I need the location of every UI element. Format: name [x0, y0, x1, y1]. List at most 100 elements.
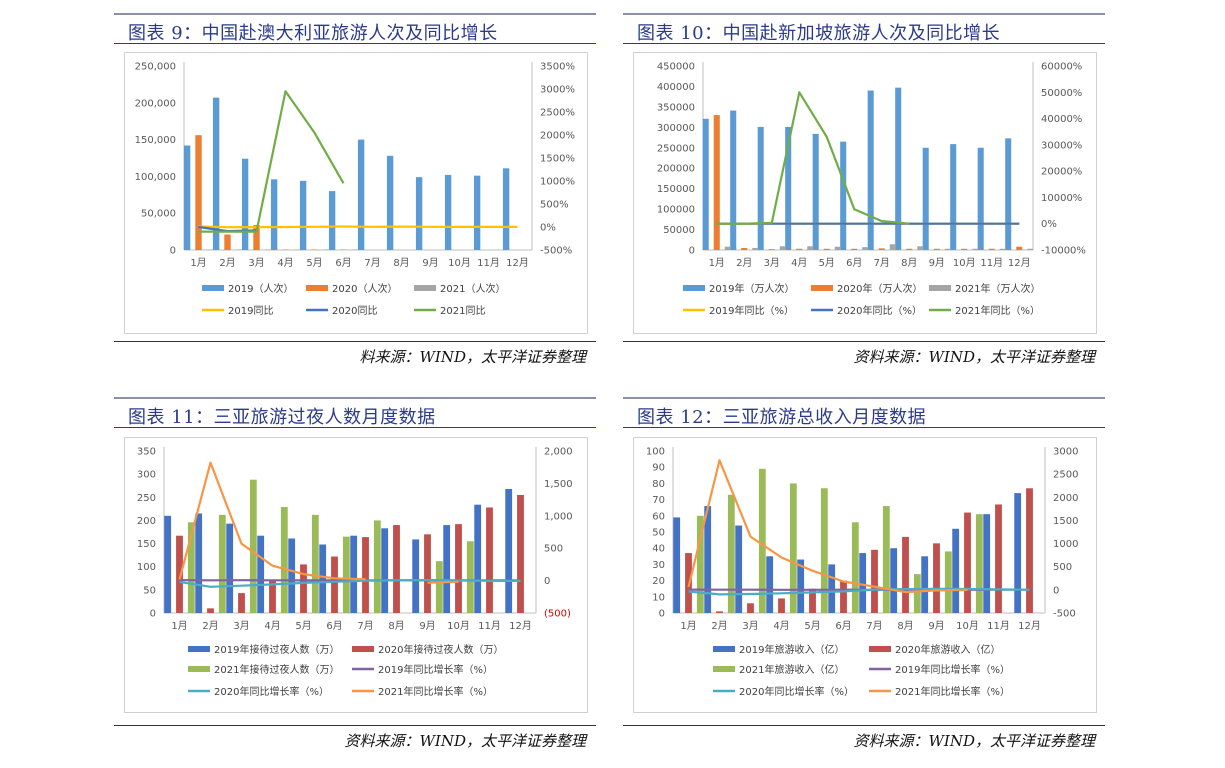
bar [882, 506, 890, 613]
bar [249, 479, 257, 613]
bar [235, 249, 243, 250]
title-rule [623, 427, 1105, 428]
bar [195, 513, 203, 613]
x-tick-label: 2月 [219, 257, 235, 269]
bar [455, 524, 462, 613]
series-line [688, 587, 1030, 596]
bar [224, 234, 231, 250]
legend-label: 2020（人次） [332, 282, 397, 295]
bar [859, 553, 867, 613]
legend-label: 2019年同比（%） [709, 304, 794, 317]
bar [977, 147, 984, 250]
legend-label: 2019（人次） [228, 282, 293, 295]
x-tick-label: 2月 [202, 620, 218, 632]
x-tick-label: 5月 [306, 257, 322, 269]
x-tick-label: 11月 [478, 620, 501, 632]
chart-svg: 0 50000 100000 150000 200000 250000 300000 3500… [633, 52, 1097, 334]
x-tick-label: 3月 [742, 620, 758, 632]
bar [797, 559, 805, 613]
x-tick-label: 6月 [835, 620, 851, 632]
bar [895, 87, 902, 250]
x-tick-label: 4月 [264, 620, 280, 632]
right-tick-label: 1,500 [544, 479, 573, 490]
left-tick-label: 350 [137, 447, 156, 458]
bar [322, 249, 330, 250]
bar [933, 248, 940, 250]
x-tick-label: 5月 [804, 620, 820, 632]
bar [342, 536, 350, 613]
x-tick-label: 8月 [388, 620, 404, 632]
bar [995, 504, 1002, 613]
x-tick-label: 3月 [764, 257, 780, 269]
bar [187, 522, 195, 613]
bar [944, 248, 951, 250]
bar [264, 249, 272, 250]
series-line [687, 459, 968, 594]
source-rule [114, 725, 596, 726]
bar [704, 506, 712, 613]
legend-label: 2021年同比增长率（%） [895, 685, 1010, 698]
bar [696, 515, 704, 613]
legend-label: 2019年接待过夜人数（万） [214, 643, 339, 656]
legend-swatch [929, 285, 951, 291]
bar [952, 528, 960, 613]
x-tick-label: 1月 [190, 257, 206, 269]
right-tick-label: 3000 [1053, 447, 1078, 458]
x-tick-label: 6月 [846, 257, 862, 269]
bar [1016, 246, 1023, 250]
bar [238, 593, 245, 613]
right-tick-label: 2000% [540, 131, 575, 142]
x-tick-label: 8月 [393, 257, 409, 269]
bar [922, 147, 929, 250]
legend-label: 2020年旅游收入（亿） [895, 643, 1000, 656]
bar [867, 90, 874, 251]
x-tick-label: 10月 [956, 620, 979, 632]
left-tick-label: 300 [137, 470, 156, 481]
bar [351, 249, 359, 250]
x-tick-label: 12月 [506, 257, 529, 269]
bar [823, 248, 830, 250]
bar [517, 494, 524, 613]
title-rule [114, 427, 596, 428]
series-line [198, 225, 518, 229]
bar [164, 515, 172, 613]
left-tick-label: 70 [652, 495, 665, 506]
right-tick-label: 2500 [1053, 470, 1078, 481]
legend-label: 2021年（万人次） [955, 282, 1040, 295]
bar [473, 175, 481, 250]
x-tick-label: 12月 [1008, 257, 1031, 269]
bar [950, 144, 957, 250]
chart-frame [633, 52, 1097, 334]
bar [921, 556, 929, 613]
bar [702, 118, 709, 250]
bar [834, 246, 841, 250]
legend-swatch [414, 285, 436, 291]
right-tick-label: 20000% [1041, 167, 1082, 178]
bar [381, 528, 389, 613]
bar [889, 244, 896, 250]
left-tick-label: 250000 [657, 143, 695, 154]
x-tick-label: 5月 [819, 257, 835, 269]
legend-swatch [683, 285, 705, 291]
bar [486, 507, 493, 613]
left-tick-label: 250 [137, 493, 156, 504]
bar [415, 177, 423, 250]
right-tick-label: 30000% [1041, 140, 1082, 151]
right-tick-label: 1,000 [544, 511, 573, 522]
panel-top-rule [114, 13, 596, 15]
right-tick-label: 40000% [1041, 114, 1082, 125]
bar [393, 525, 400, 613]
x-tick-label: 1月 [680, 620, 696, 632]
right-tick-label: 0% [1041, 219, 1057, 230]
legend-label: 2019年旅游收入（亿） [739, 643, 844, 656]
right-tick-label: 0 [544, 576, 550, 587]
right-tick-label: 1500% [540, 154, 575, 165]
bar [183, 145, 191, 250]
bar [1027, 248, 1034, 250]
x-tick-label: 8月 [901, 257, 917, 269]
left-tick-label: 0 [150, 609, 156, 620]
source-note: 资料来源：WIND，太平洋证券整理 [853, 348, 1096, 366]
left-tick-label: 200 [137, 516, 156, 527]
bar [288, 538, 296, 613]
legend-swatch [352, 646, 374, 652]
